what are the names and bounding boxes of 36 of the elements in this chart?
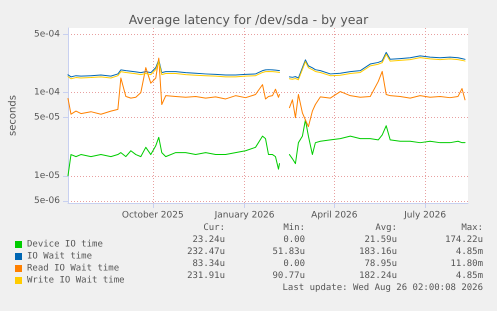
text: 174.22u bbox=[445, 235, 483, 245]
text: Cur: bbox=[203, 223, 225, 233]
y-tick-label: 1e-04 bbox=[34, 88, 60, 98]
y-axis-title: seconds bbox=[8, 95, 18, 136]
text: 23.24u bbox=[192, 235, 225, 245]
y-tick-label: 1e-05 bbox=[34, 170, 60, 181]
y-tick-label: 5e-06 bbox=[34, 196, 60, 206]
text: 182.24u bbox=[359, 271, 397, 281]
text: 183.16u bbox=[359, 247, 397, 257]
text: 11.80m bbox=[450, 259, 483, 269]
x-tick-label: July 2026 bbox=[403, 210, 446, 220]
x-tick-label: January 2026 bbox=[214, 210, 275, 220]
text: Avg: bbox=[375, 223, 397, 233]
y-tick-label: 5e-05 bbox=[34, 112, 60, 123]
text: 90.77u bbox=[272, 271, 305, 281]
text: 232.47u bbox=[187, 247, 225, 257]
y-tick-label: 5e-04 bbox=[34, 30, 60, 40]
text: 0.00 bbox=[283, 235, 305, 245]
text: Min: bbox=[283, 223, 305, 233]
text: 0.00 bbox=[283, 259, 305, 269]
text: 83.34u bbox=[192, 259, 225, 269]
legend-label: Device IO time bbox=[27, 240, 103, 250]
text: 231.91u bbox=[187, 271, 225, 281]
x-tick-label: April 2026 bbox=[311, 210, 358, 220]
chart-title: Average latency for /dev/sda - by year bbox=[128, 12, 370, 27]
text: 4.85m bbox=[456, 247, 483, 257]
legend-label: IO Wait time bbox=[27, 252, 92, 262]
text: 51.83u bbox=[272, 247, 305, 257]
x-tick-label: October 2025 bbox=[122, 210, 184, 220]
text: Last update: Wed Aug 26 02:00:08 2026 bbox=[282, 283, 483, 293]
text: 78.95u bbox=[364, 259, 397, 269]
text: 4.85m bbox=[456, 271, 483, 281]
text: Max: bbox=[461, 223, 483, 233]
legend-label: Write IO Wait time bbox=[27, 276, 125, 286]
text: 21.59u bbox=[364, 235, 397, 245]
legend-label: Read IO Wait time bbox=[27, 264, 120, 274]
